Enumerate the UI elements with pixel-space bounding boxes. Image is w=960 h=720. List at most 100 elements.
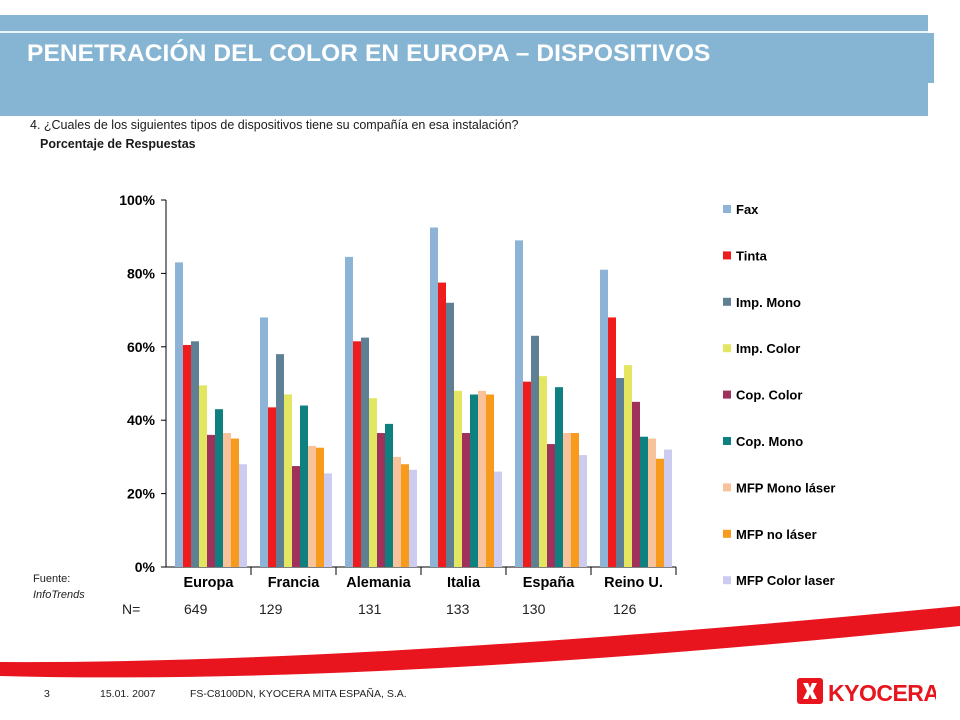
footer-company: FS-C8100DN, KYOCERA MITA ESPAÑA, S.A.: [190, 688, 407, 700]
bar: [486, 394, 494, 567]
bar: [345, 256, 353, 567]
bar: [409, 469, 417, 567]
bar: [579, 455, 587, 567]
legend-label: MFP no láser: [736, 527, 817, 542]
y-tick-label: 60%: [127, 339, 156, 355]
bar: [175, 262, 183, 567]
bar: [215, 409, 223, 567]
sample-size-reino-unido: 126: [613, 601, 637, 617]
bar: [361, 337, 369, 567]
bar: [632, 401, 640, 567]
bar: [446, 302, 454, 567]
bar: [454, 390, 462, 567]
bar: [199, 385, 207, 567]
bar: [563, 433, 571, 567]
bar: [276, 354, 284, 567]
x-tick-label: España: [523, 575, 576, 591]
bar: [316, 447, 324, 567]
bar: [539, 376, 547, 567]
legend-label: MFP Mono láser: [736, 480, 835, 495]
bar: [223, 433, 231, 567]
bar: [300, 405, 308, 567]
bar: [624, 365, 632, 567]
sample-size-italia: 133: [446, 601, 470, 617]
bar: [438, 282, 446, 567]
legend-label: MFP Color laser: [736, 573, 835, 588]
y-tick-label: 100%: [119, 192, 155, 208]
bar: [207, 434, 215, 567]
bar: [430, 227, 438, 567]
source-label: Fuente:: [33, 573, 71, 585]
bar: [547, 444, 555, 567]
legend-label: Imp. Mono: [736, 295, 801, 310]
legend-swatch: [723, 297, 731, 306]
bar: [640, 436, 648, 567]
header-tab-accent: [910, 33, 934, 83]
x-tick-label: Francia: [268, 575, 321, 591]
sample-size-alemania: 131: [358, 601, 382, 617]
sample-size-label: N=: [122, 601, 141, 617]
x-tick-label: Europa: [184, 575, 235, 591]
legend-swatch: [723, 390, 731, 399]
y-tick-label: 20%: [127, 486, 156, 502]
bar: [494, 471, 502, 567]
sample-size-europa: 649: [184, 601, 208, 617]
bar: [555, 387, 563, 567]
legend-swatch: [723, 483, 731, 492]
header-divider-line: [0, 31, 934, 33]
legend-label: Fax: [736, 202, 759, 217]
legend-label: Cop. Mono: [736, 434, 803, 449]
bar: [515, 240, 523, 567]
legend-swatch: [723, 251, 731, 260]
bar: [260, 317, 268, 567]
y-tick-label: 0%: [135, 559, 156, 575]
bar: [385, 423, 393, 567]
bar: [523, 381, 531, 567]
bar: [393, 456, 401, 567]
slide-title: PENETRACIÓN DEL COLOR EN EUROPA – DISPOS…: [27, 40, 711, 67]
bar: [284, 394, 292, 567]
bar: [353, 341, 361, 567]
x-tick-label: Italia: [447, 575, 481, 591]
chart-subtitle: Porcentaje de Respuestas: [40, 137, 196, 151]
bar: [648, 438, 656, 567]
legend-swatch: [723, 529, 731, 538]
y-tick-label: 80%: [127, 265, 156, 281]
x-tick-label: Reino U.: [604, 575, 663, 591]
bar: [308, 445, 316, 567]
bar: [531, 335, 539, 567]
bar: [600, 269, 608, 567]
sample-size-francia: 129: [259, 601, 283, 617]
legend-swatch: [723, 205, 731, 213]
bar: [292, 466, 300, 567]
bar: [571, 433, 579, 567]
sample-size-espana: 130: [522, 601, 546, 617]
page-number: 3: [44, 688, 50, 700]
bar: [268, 407, 276, 567]
x-tick-label: Alemania: [346, 575, 411, 591]
bar: [478, 390, 486, 567]
legend-swatch: [723, 344, 731, 353]
bar: [239, 464, 247, 567]
y-tick-label: 40%: [127, 412, 156, 428]
source-name: InfoTrends: [33, 589, 85, 601]
footer-date: 15.01. 2007: [100, 688, 156, 700]
kyocera-logo-mark: [797, 678, 823, 704]
bar: [470, 394, 478, 567]
bar: [664, 449, 672, 567]
bar: [462, 433, 470, 567]
sample-size-row: N= 649 129 131 133 130 126: [0, 601, 700, 619]
bar: [183, 344, 191, 567]
bar: [616, 377, 624, 567]
bar: [231, 438, 239, 567]
source-note: Fuente: InfoTrends: [33, 571, 85, 603]
bar: [656, 458, 664, 567]
bar: [324, 473, 332, 567]
swoosh-shape: [0, 606, 960, 678]
survey-question: 4. ¿Cuales de los siguientes tipos de di…: [30, 118, 519, 132]
bar: [369, 398, 377, 567]
bar: [377, 433, 385, 567]
bar: [401, 464, 409, 567]
bar: [608, 317, 616, 567]
